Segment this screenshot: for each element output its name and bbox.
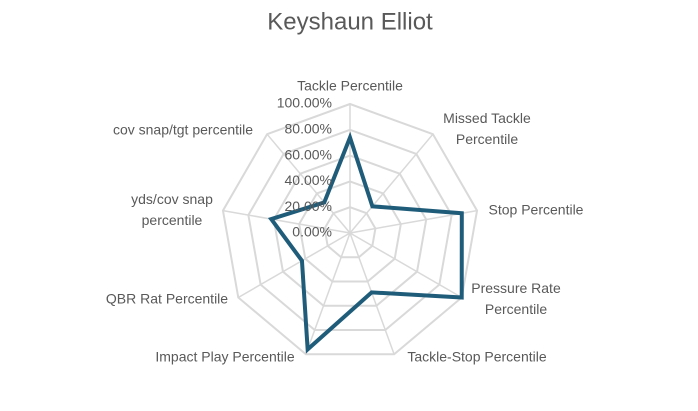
grid-ring: [221, 102, 479, 356]
y-tick-label: 20.00%: [285, 198, 332, 214]
grid-ring: [323, 206, 377, 259]
spoke: [349, 232, 463, 299]
category-label: Stop Percentile: [488, 201, 584, 218]
category-label: yds/cov snap percentile: [131, 191, 213, 228]
spoke: [237, 232, 351, 299]
category-label: Tackle-Stop Percentile: [407, 348, 547, 365]
category-label: QBR Rat Percentile: [105, 290, 229, 307]
spoke: [349, 133, 434, 234]
category-label: cov snap/tgt percentile: [112, 121, 254, 138]
category-label: Impact Play Percentile: [155, 348, 295, 365]
grid-ring: [247, 128, 453, 331]
spoke: [266, 133, 351, 234]
y-tick-label: 80.00%: [285, 121, 332, 137]
category-label: Tackle Percentile: [297, 77, 403, 94]
category-label: Pressure Rate Percentile: [471, 280, 561, 317]
spoke: [222, 209, 351, 234]
y-tick-label: 60.00%: [285, 146, 332, 162]
y-tick-label: 0.00%: [292, 224, 332, 240]
grid: [221, 102, 479, 356]
category-label: Missed Tackle Percentile: [443, 110, 531, 147]
grid-ring: [272, 154, 428, 307]
spoke: [305, 232, 351, 355]
chart-title: Keyshaun Elliot: [267, 8, 433, 35]
radar-line: [267, 131, 464, 354]
y-tick-label: 40.00%: [285, 172, 332, 188]
y-tick-label: 100.00%: [277, 95, 332, 111]
